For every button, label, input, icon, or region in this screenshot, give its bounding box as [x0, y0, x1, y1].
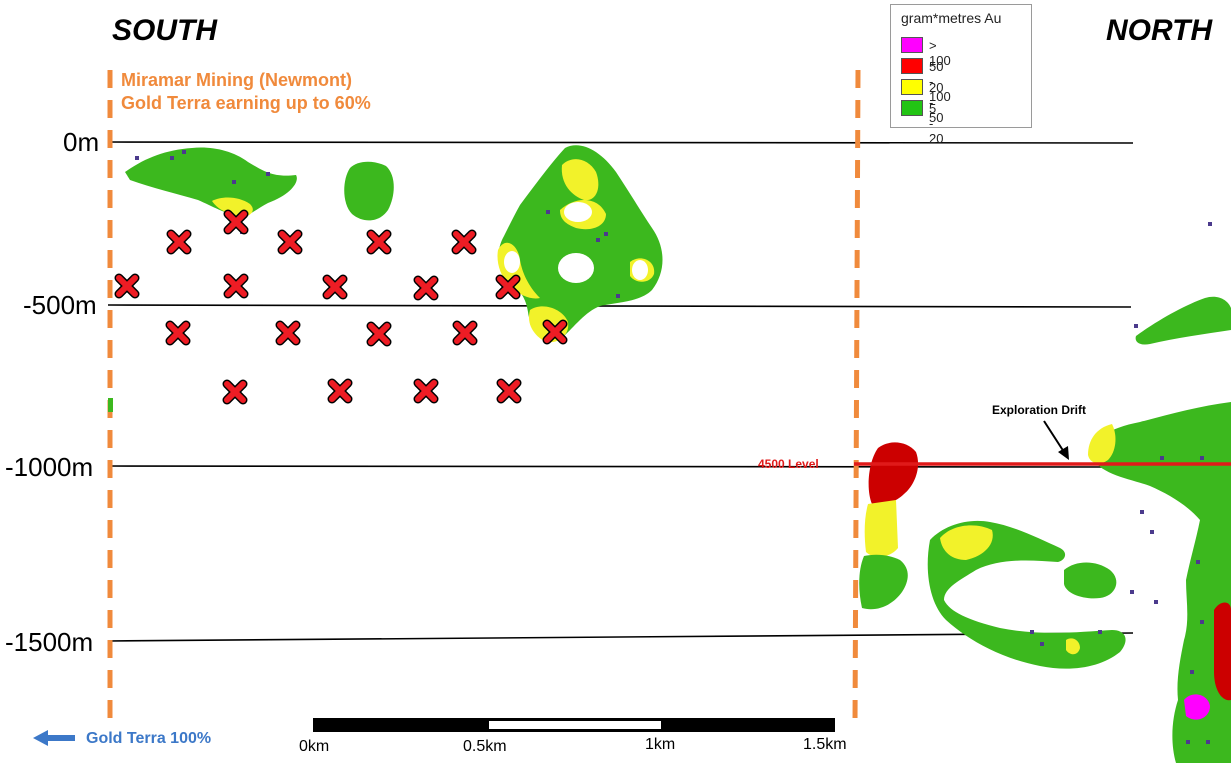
red-x-target-icon [322, 274, 348, 300]
exploration-drift-label: Exploration Drift [992, 403, 1087, 417]
red-x-target-icon [166, 229, 192, 255]
ore-shell-blob-small [1064, 562, 1117, 599]
red-x-target-icon [366, 321, 392, 347]
ownership-line-2: Gold Terra earning up to 60% [121, 93, 371, 113]
red-x-target-icon [165, 320, 191, 346]
legend-item-label: > 100 [929, 38, 951, 68]
drill-trace-dots [135, 150, 1212, 744]
ore-shell-upper-mid [344, 161, 394, 221]
ore-shell-large-yellow-1 [561, 159, 599, 201]
red-x-target-icon [275, 320, 301, 346]
red-x-target-icon [277, 229, 303, 255]
legend-item-label: 50 - 100 [929, 59, 951, 104]
legend-item-label: 5 - 20 [929, 101, 944, 146]
ore-shell-north-top [1135, 296, 1231, 345]
red-x-target-icon [222, 379, 248, 405]
red-x-target-icon [366, 229, 392, 255]
south-label: SOUTH [112, 14, 217, 47]
depth-label-500: -500m [23, 290, 97, 320]
red-x-target-icon [327, 378, 353, 404]
ore-shell-north-main [1090, 402, 1231, 763]
depth-label-0: 0m [63, 127, 100, 157]
drift-arrow-head [1058, 446, 1069, 460]
red-x-target-icon [223, 209, 249, 235]
red-x-target-icon [452, 320, 478, 346]
ore-shell-lower-left [859, 554, 908, 610]
ore-shell-north-yellow [1088, 424, 1116, 464]
scale-label-15: 1.5km [803, 736, 847, 753]
ore-shells-south [125, 145, 663, 343]
ore-shell-hole-1 [564, 202, 592, 222]
legend-swatch-magenta [901, 37, 923, 53]
depth-line-1000 [107, 465, 1132, 468]
depth-line-1500 [107, 632, 1134, 642]
legend-swatch-yellow [901, 79, 923, 95]
scale-label-1: 1km [645, 736, 676, 753]
ore-shell-drift-body [927, 520, 1126, 669]
gold-terra-100-label: Gold Terra 100% [86, 730, 212, 747]
boundary-right [852, 69, 861, 726]
red-x-target-icon [451, 229, 477, 255]
ore-shell-hole-4 [504, 251, 520, 273]
ore-shell-yellow-stem [864, 500, 898, 557]
red-x-target-icon [223, 273, 249, 299]
legend-item-label: 20 - 50 [929, 80, 944, 125]
red-x-target-icon [114, 273, 140, 299]
drift-arrow-shaft [1043, 420, 1065, 453]
ore-shell-hole-3 [632, 260, 648, 280]
ore-shells-north [108, 296, 1231, 763]
ore-shell-edge-fragment [108, 398, 113, 412]
red-x-target-icon [495, 274, 521, 300]
ore-shell-hole-2 [558, 253, 594, 283]
scale-bar [313, 718, 835, 732]
north-label: NORTH [1106, 14, 1213, 47]
red-x-target-icon [542, 319, 568, 345]
ore-shell-north-magenta-core [1184, 694, 1210, 720]
depth-lines [107, 141, 1134, 642]
red-x-target-icon [413, 275, 439, 301]
depth-line-0 [107, 141, 1134, 144]
ore-shell-upper-left [125, 147, 297, 217]
ore-shell-drift-yellow [940, 525, 993, 560]
left-arrow-icon [33, 730, 75, 746]
depth-line-500 [107, 304, 1132, 308]
depth-label-1000: -1000m [5, 452, 94, 482]
legend-swatch-green [901, 100, 923, 116]
red-x-target-icon [496, 378, 522, 404]
ore-shell-blob-bottom [1066, 638, 1080, 655]
ore-shell-north-red-core [1214, 602, 1231, 701]
scale-label-0: 0km [299, 738, 330, 755]
ore-shell-large [498, 145, 663, 341]
grade-legend: gram*metres Au > 100 50 - 100 20 - 50 5 … [890, 4, 1032, 146]
depth-label-1500: -1500m [5, 627, 94, 657]
red-x-target-icon [413, 378, 439, 404]
legend-title: gram*metres Au [901, 10, 1002, 26]
scale-label-05: 0.5km [463, 738, 507, 755]
legend-swatch-red [901, 58, 923, 74]
ownership-line-1: Miramar Mining (Newmont) [121, 70, 353, 90]
level-label: 4500 Level [758, 457, 819, 471]
ore-shell-red-plug [868, 442, 919, 505]
drill-targets [114, 209, 568, 405]
